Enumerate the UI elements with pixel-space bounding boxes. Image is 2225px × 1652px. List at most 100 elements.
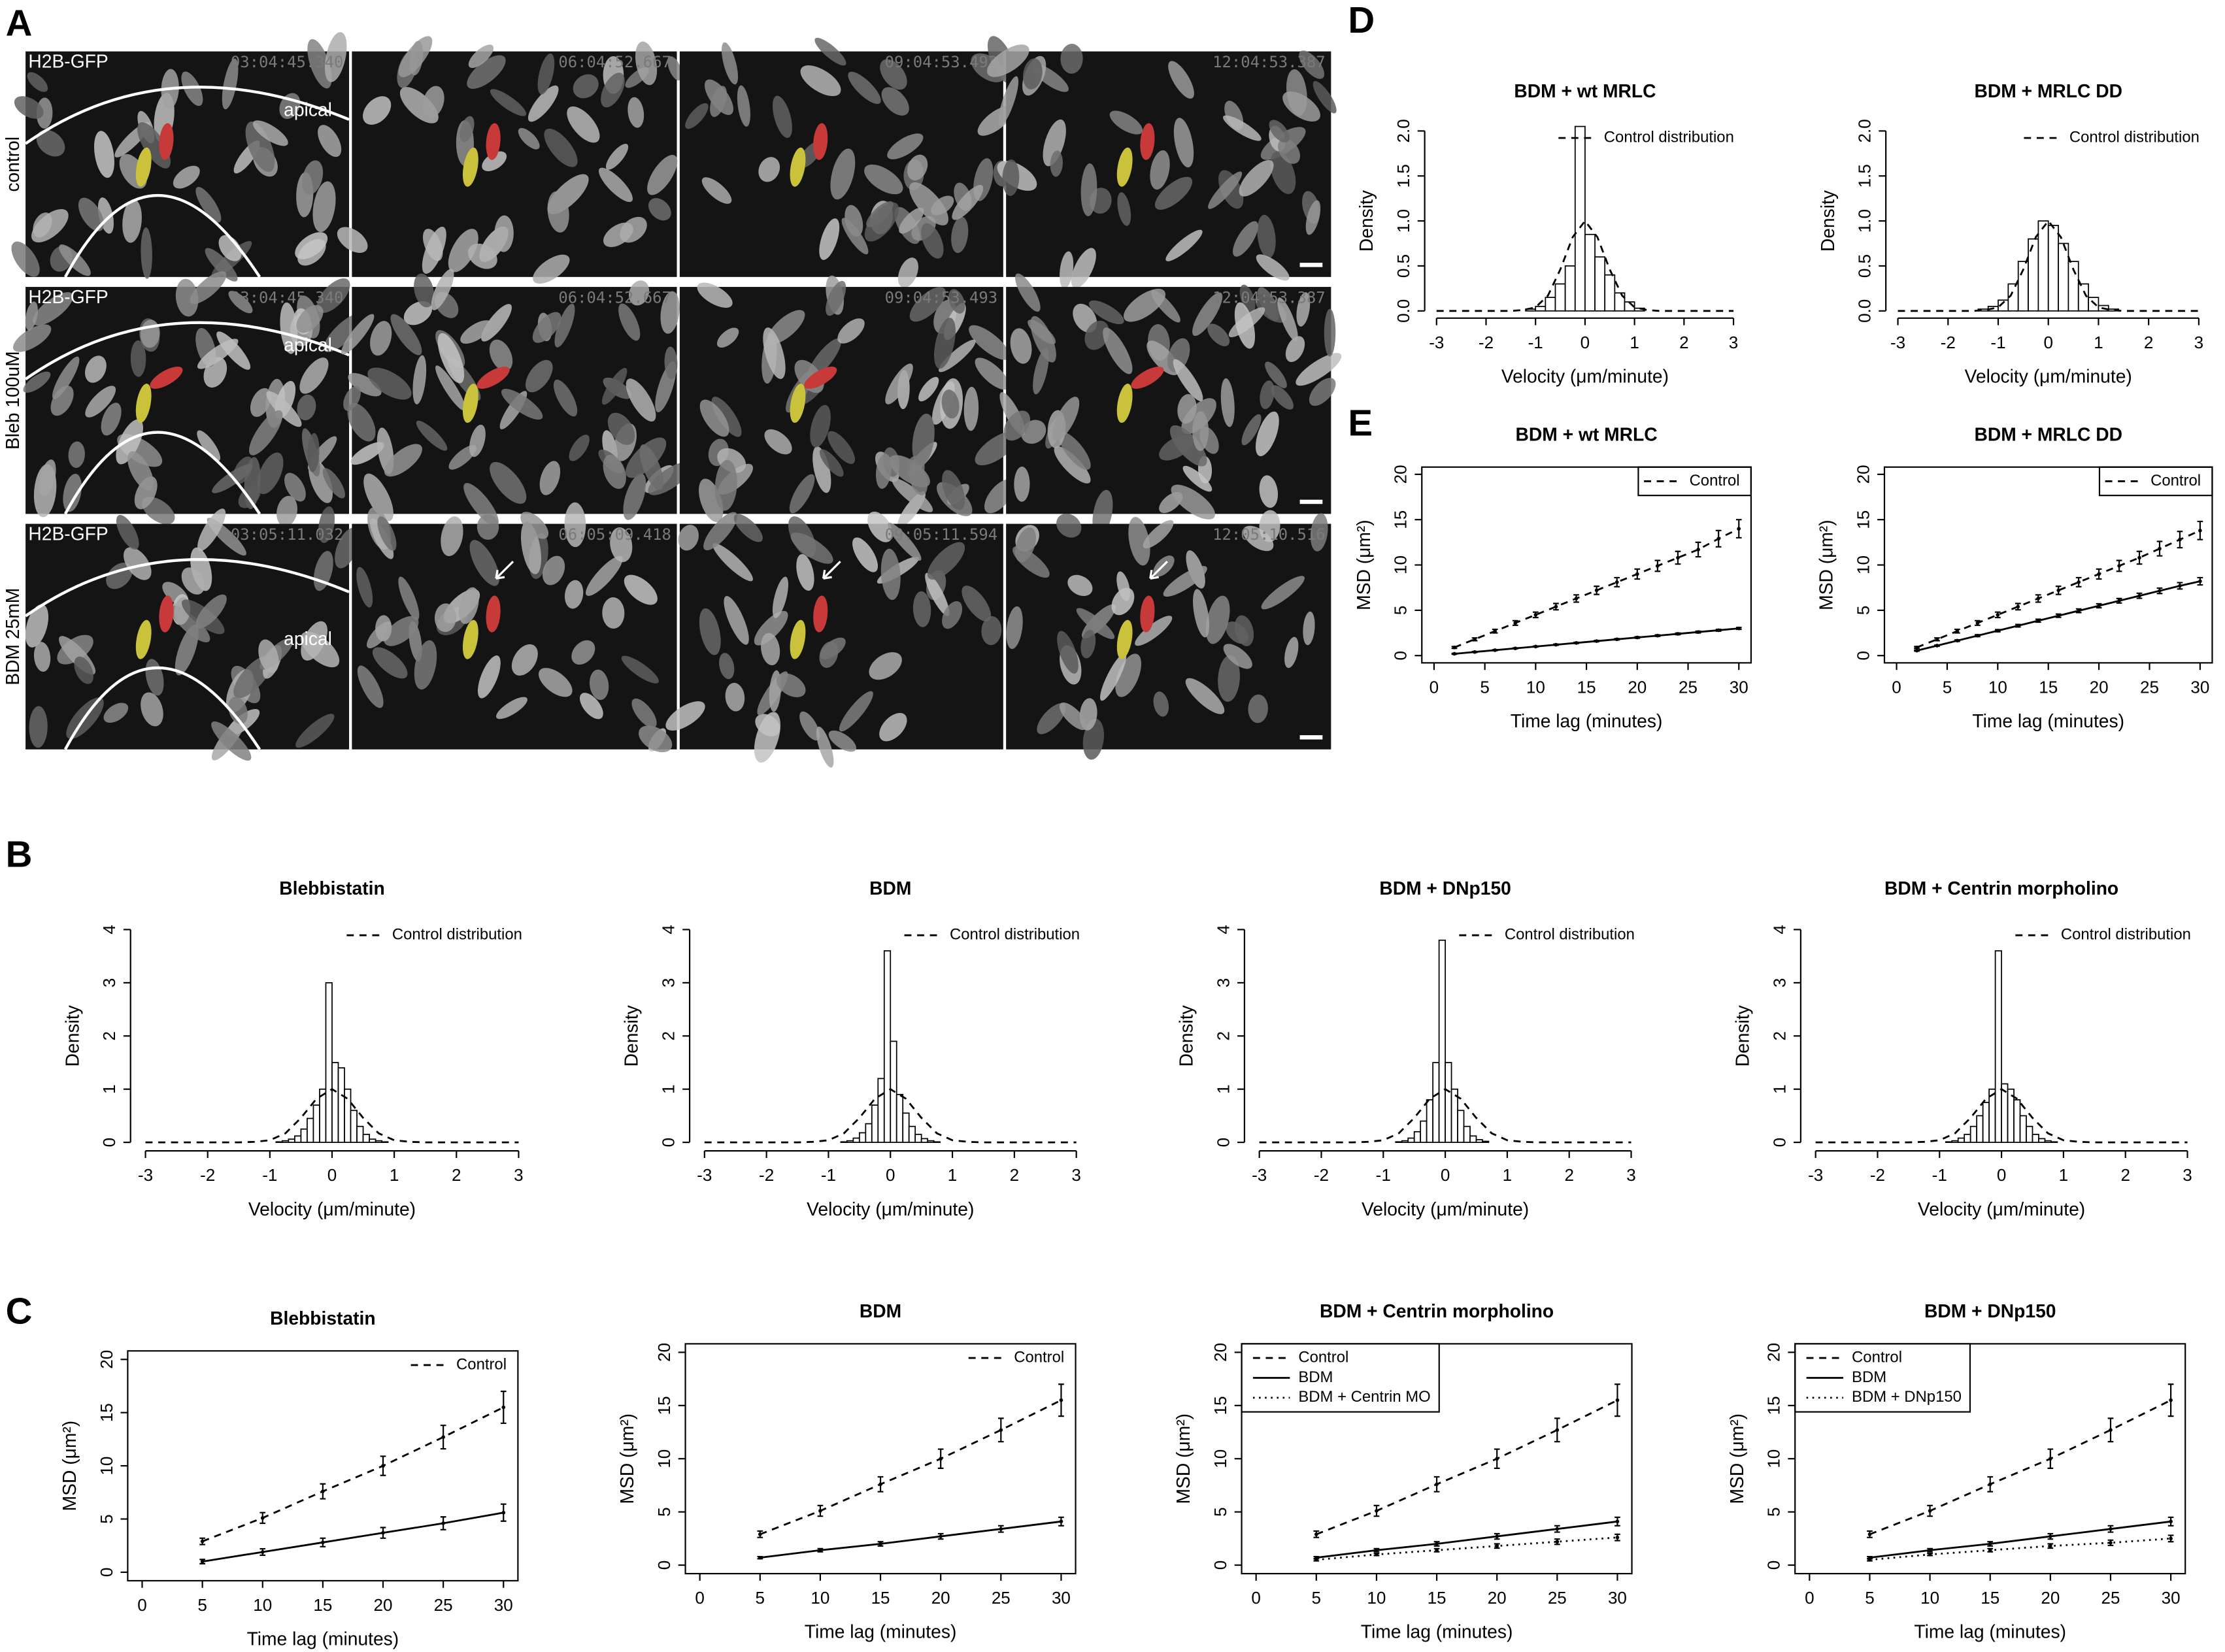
y-axis-label: MSD (μm²) [1816, 520, 1837, 610]
nucleus [848, 71, 881, 105]
nucleus [295, 232, 328, 259]
data-point [1513, 621, 1518, 625]
nucleus [933, 318, 956, 369]
nucleus [416, 420, 448, 451]
x-tick-label: -3 [1429, 333, 1444, 352]
nucleus [629, 280, 650, 306]
x-tick-label: 5 [1312, 1588, 1322, 1608]
x-tick-label: 25 [1548, 1588, 1567, 1608]
timestamp: 03:04:45.340 [231, 288, 343, 306]
nucleus [714, 459, 737, 511]
tracked-nucleus-yellow [135, 384, 152, 423]
nucleus [468, 44, 494, 69]
nucleus [1192, 292, 1223, 337]
y-axis-label: Density [61, 1004, 82, 1066]
y-tick-label: 2 [1769, 1031, 1789, 1041]
nucleus [754, 610, 788, 646]
series-line [760, 1399, 1062, 1536]
nucleus [375, 615, 392, 642]
tracked-nucleus-red [150, 367, 183, 389]
nucleus [448, 229, 478, 273]
nucleus [610, 527, 633, 563]
data-point [1473, 650, 1477, 654]
legend-label: Control [456, 1355, 507, 1373]
nucleus [356, 567, 373, 608]
chart-title: BDM + wt MRLC [1516, 423, 1658, 444]
histogram-bar [1445, 1062, 1452, 1143]
data-point [2109, 1541, 2113, 1545]
tracked-nucleus-yellow [1116, 384, 1133, 423]
data-point [1867, 1532, 1872, 1536]
x-tick-label: -2 [200, 1165, 215, 1185]
nucleus [1150, 150, 1170, 190]
nucleus [1309, 378, 1336, 406]
y-axis-label: Density [1176, 1004, 1197, 1066]
tracked-nucleus-yellow [462, 384, 478, 423]
tracked-nucleus-red [477, 367, 510, 389]
legend-label: Control [1298, 1348, 1348, 1366]
chart-title: BDM [860, 1300, 901, 1321]
nucleus [1057, 631, 1079, 674]
y-axis-label: MSD (μm²) [616, 1413, 637, 1504]
nucleus [422, 86, 444, 118]
nucleus [772, 95, 792, 139]
basal-outline [63, 667, 261, 750]
nucleus [1071, 248, 1096, 289]
nucleus [11, 241, 40, 277]
data-point [2137, 555, 2141, 560]
nucleus [621, 655, 659, 684]
timestamp: 12:04:53.387 [1213, 288, 1326, 306]
y-tick-label: 10 [654, 1449, 674, 1468]
nucleus [494, 215, 514, 252]
nucleus [1303, 611, 1315, 646]
nucleus [799, 711, 820, 741]
data-point [2178, 537, 2182, 542]
x-tick-label: -3 [1252, 1165, 1267, 1185]
nucleus [141, 692, 163, 727]
nucleus [767, 310, 805, 344]
chart-title: BDM + MRLC DD [1974, 423, 2122, 444]
x-tick-label: 2 [452, 1165, 461, 1185]
x-tick-label: -3 [1890, 333, 1905, 352]
series-line [1898, 219, 2199, 312]
data-point [1988, 1548, 1992, 1553]
data-point [1495, 1544, 1499, 1548]
y-tick-label: 4 [1213, 925, 1233, 934]
nucleus [1313, 80, 1337, 114]
nucleus [173, 165, 200, 189]
histogram-bar [2047, 225, 2059, 312]
nucleus [52, 356, 80, 399]
y-tick-label: 0 [659, 1138, 678, 1148]
nucleus [1167, 338, 1190, 372]
nucleus [1124, 288, 1166, 322]
nucleus [211, 721, 252, 761]
nucleus [197, 508, 226, 552]
nucleus [1080, 629, 1096, 659]
data-point [1737, 527, 1741, 531]
y-axis-label: Density [1356, 190, 1377, 252]
x-tick-label: 1 [1630, 333, 1639, 352]
nucleus [925, 572, 950, 616]
data-point [1435, 1548, 1439, 1553]
series-line [760, 1520, 1062, 1559]
nucleus [195, 594, 227, 629]
nucleus [1135, 616, 1173, 646]
histogram-bar [1482, 1140, 1490, 1143]
nucleus [520, 512, 549, 539]
histogram-bar [1401, 1140, 1409, 1143]
nucleus [539, 461, 561, 495]
timestamp: 06:04:52.667 [558, 53, 671, 71]
histogram-bar [2077, 283, 2089, 312]
legend-box [1241, 1343, 1440, 1413]
nucleus [864, 202, 899, 242]
data-point [1059, 1398, 1063, 1402]
nucleus [1003, 410, 1031, 441]
data-point [1915, 648, 1919, 653]
histogram-bar [1574, 125, 1586, 312]
nucleus [501, 389, 543, 420]
x-tick-label: 5 [197, 1595, 207, 1615]
data-point [1452, 645, 1456, 650]
nucleus [711, 397, 742, 437]
nucleus [819, 641, 839, 669]
x-tick-label: 2 [1679, 333, 1689, 352]
